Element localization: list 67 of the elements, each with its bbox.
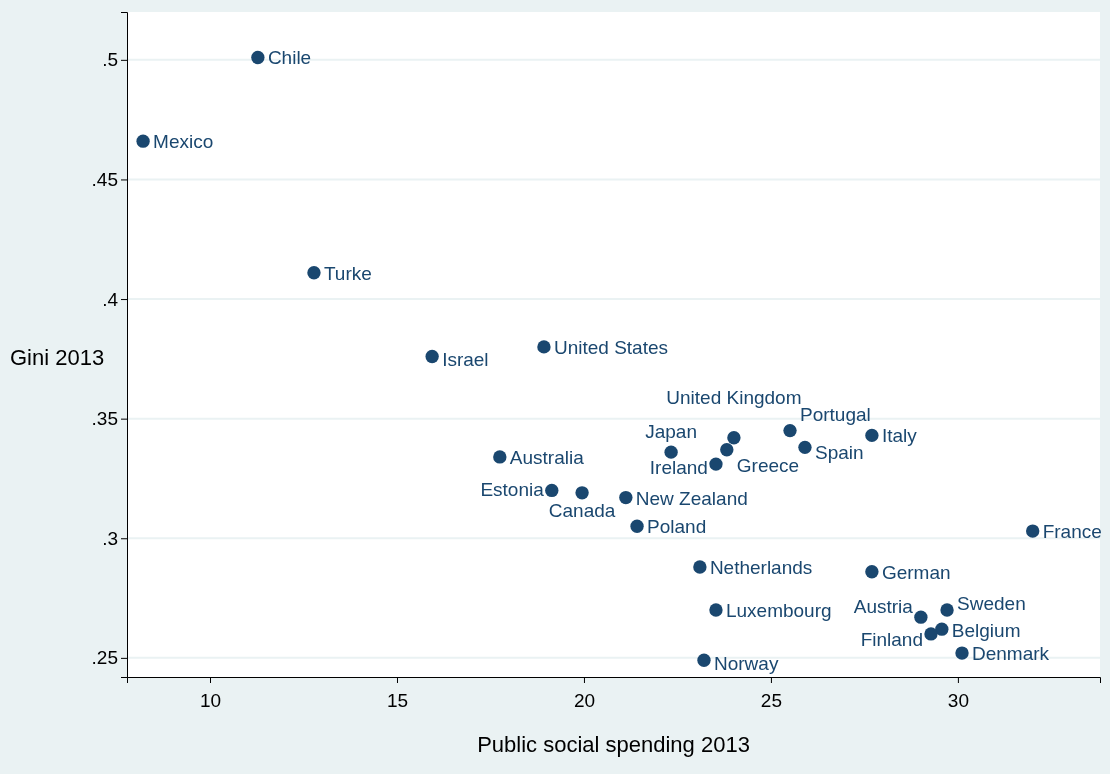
annotation: Denmark	[972, 643, 1050, 665]
point	[575, 486, 589, 500]
point	[307, 266, 321, 280]
point	[914, 610, 928, 624]
x-tick-label: 20	[573, 689, 596, 711]
point	[537, 340, 551, 354]
point	[619, 490, 633, 505]
point	[935, 622, 949, 636]
point	[664, 445, 678, 459]
point	[251, 50, 265, 65]
annotation: Spain	[814, 442, 864, 464]
annotation: Australia	[509, 446, 585, 468]
annotation: Israel	[442, 349, 489, 371]
annotation: United States	[553, 336, 669, 358]
x-tick-label: 25	[760, 689, 782, 711]
annotation: Luxembourg	[725, 600, 832, 622]
x-axis-title: Public social spending 2013	[477, 732, 750, 757]
point	[630, 519, 644, 533]
annotation: Austria	[853, 596, 914, 618]
annotation: Portugal	[800, 403, 871, 425]
point	[697, 653, 711, 667]
annotation: Chile	[267, 47, 312, 69]
annotation: Italy	[881, 425, 918, 447]
annotation: Japan	[645, 421, 697, 443]
point	[545, 483, 559, 498]
annotation: Estonia	[480, 479, 545, 501]
point	[1026, 524, 1040, 538]
point	[865, 565, 879, 579]
point	[798, 440, 812, 455]
annotation: Turke	[323, 262, 372, 284]
annotation: New Zealand	[635, 487, 748, 509]
annotation: German	[881, 561, 951, 583]
point	[709, 457, 723, 471]
y-tick-label: .3	[102, 527, 118, 549]
annotation: United Kingdom	[666, 386, 802, 408]
point	[720, 443, 734, 457]
annotation: Norway	[713, 653, 779, 675]
annotation: Belgium	[951, 620, 1021, 642]
point	[136, 134, 150, 148]
point	[425, 349, 439, 364]
x-tick-label: 30	[947, 689, 969, 711]
y-tick-label: .25	[91, 647, 118, 669]
y-tick-label: .35	[91, 408, 118, 430]
y-tick-label: .45	[91, 169, 118, 191]
x-tick-label: 10	[199, 689, 222, 711]
point	[693, 560, 707, 574]
annotation: Greece	[736, 454, 800, 476]
annotation: Ireland	[649, 457, 708, 479]
annotation: Sweden	[957, 593, 1026, 615]
point	[727, 431, 741, 445]
point	[865, 428, 879, 443]
point	[493, 450, 507, 464]
point	[709, 603, 723, 617]
annotation: Poland	[647, 516, 707, 538]
point	[783, 423, 797, 438]
point	[955, 646, 969, 660]
annotation: France	[1042, 521, 1102, 543]
x-tick-label: 15	[386, 689, 409, 711]
point	[940, 603, 954, 617]
annotation: Finland	[860, 628, 923, 650]
y-tick-label: .4	[102, 288, 119, 310]
point	[924, 627, 938, 641]
y-tick-label: .5	[102, 49, 118, 71]
annotation: Mexico	[153, 131, 214, 153]
y-axis-title: Gini 2013	[10, 344, 105, 370]
annotation: Netherlands	[709, 556, 813, 578]
annotation: Canada	[548, 499, 616, 521]
